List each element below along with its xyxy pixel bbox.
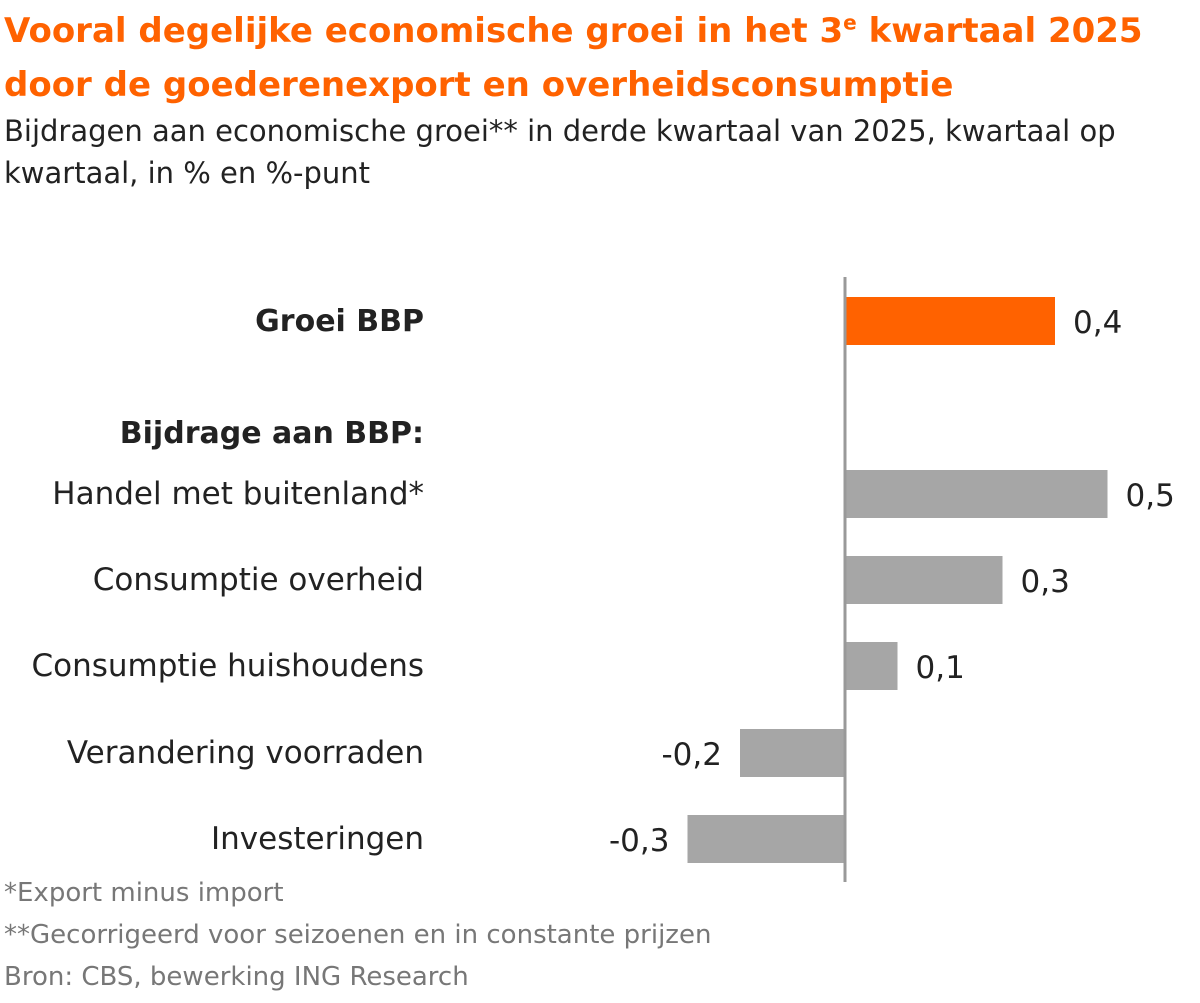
chart-subtitle: Bijdragen aan economische groei** in der… — [4, 114, 1116, 190]
category-label-0: Groei BBP — [255, 304, 424, 339]
bar-0 — [845, 297, 1055, 345]
value-label-0: 0,4 — [1073, 305, 1122, 341]
category-label-5: Investeringen — [211, 821, 424, 857]
chart-title: Vooral degelijke economische groei in he… — [4, 4, 1194, 112]
bar-4 — [740, 729, 845, 777]
category-label-3: Consumptie huishoudens — [32, 648, 425, 684]
value-label-3: 0,1 — [916, 650, 965, 686]
value-label-5: -0,3 — [609, 823, 670, 859]
title-text: Vooral degelijke economische groei in he… — [4, 11, 844, 51]
title-superscript: e — [843, 10, 857, 35]
value-label-1: 0,5 — [1126, 478, 1175, 514]
title-text-continued: kwartaal 2025 door de goederenexport en … — [4, 11, 1143, 105]
bar-3 — [845, 642, 898, 690]
bar-2 — [845, 556, 1003, 604]
value-label-4: -0,2 — [662, 737, 723, 773]
category-label-2: Consumptie overheid — [93, 562, 424, 598]
section-label: Bijdrage aan BBP: — [120, 416, 424, 451]
value-label-2: 0,3 — [1021, 564, 1070, 600]
bar-5 — [687, 815, 845, 863]
footnote-correction: **Gecorrigeerd voor seizoenen en in cons… — [4, 920, 712, 950]
footnote-source: Bron: CBS, bewerking ING Research — [4, 962, 469, 992]
bar-1 — [845, 470, 1108, 518]
footnotes: *Export minus import **Gecorrigeerd voor… — [4, 872, 711, 998]
footnote-export: *Export minus import — [4, 878, 284, 908]
category-label-1: Handel met buitenland* — [52, 476, 424, 512]
category-label-4: Verandering voorraden — [67, 735, 424, 771]
